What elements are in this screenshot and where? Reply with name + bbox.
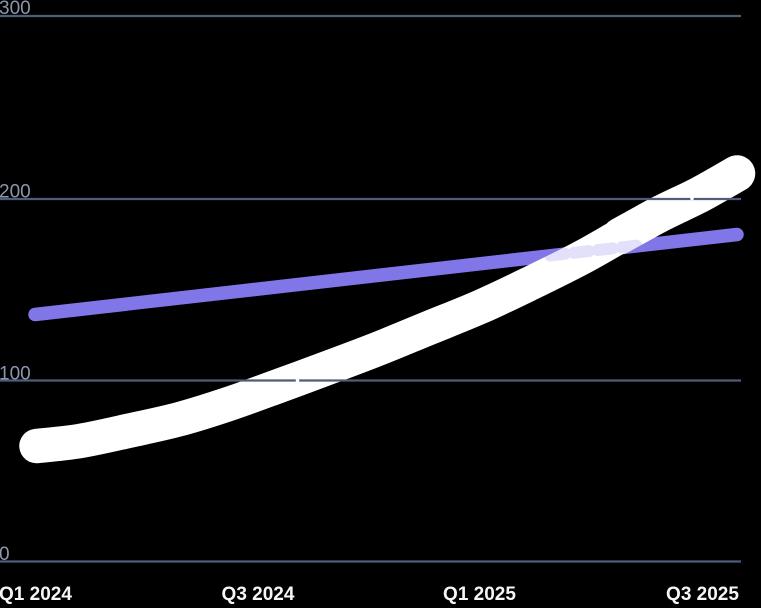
svg-text:Q3 2025: Q3 2025	[666, 584, 739, 605]
svg-text:0: 0	[0, 544, 10, 565]
svg-text:Q3 2024: Q3 2024	[222, 584, 295, 605]
svg-text:Q1 2024: Q1 2024	[0, 584, 72, 605]
svg-text:200: 200	[0, 182, 31, 203]
svg-text:300: 300	[0, 0, 31, 19]
svg-text:100: 100	[0, 364, 31, 385]
svg-text:Q1 2025: Q1 2025	[443, 584, 516, 605]
